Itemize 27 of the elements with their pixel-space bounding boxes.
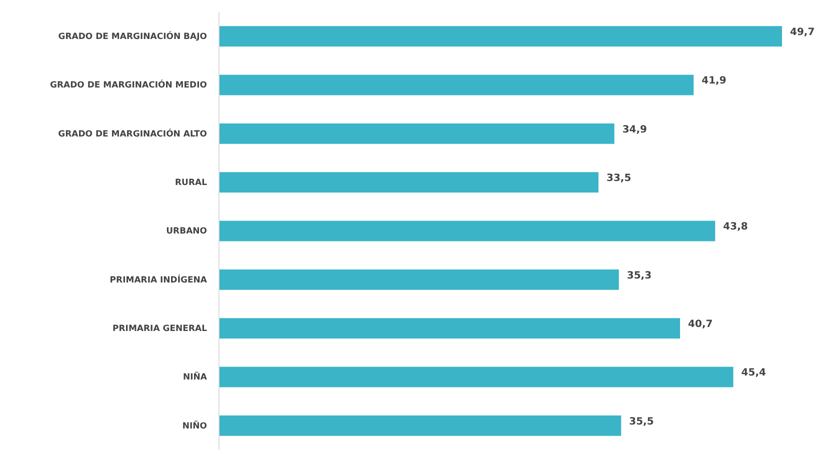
y-tick-label: NIÑO [182, 420, 207, 432]
data-label: 43,8 [723, 222, 748, 233]
y-tick-label: RURAL [175, 178, 208, 188]
bar [219, 172, 598, 193]
bar [219, 220, 716, 242]
data-label: 45,4 [741, 368, 766, 379]
y-tick-label: PRIMARIA INDÍGENA [110, 274, 208, 286]
data-label: 34,9 [622, 124, 648, 136]
y-tick-label: GRADO DE MARGINACIÓN MEDIO [50, 80, 207, 91]
y-tick-label: GRADO DE MARGINACIÓN ALTO [58, 128, 207, 140]
bar [219, 366, 734, 388]
y-tick-label: PRIMARIA GENERAL [112, 324, 208, 334]
bar [219, 26, 782, 47]
data-label: 35,5 [629, 416, 654, 428]
bar [219, 269, 619, 290]
data-label: 35,3 [626, 270, 652, 282]
bar [219, 415, 622, 436]
y-tick-label: URBANO [166, 226, 207, 237]
data-label: 49,7 [790, 27, 815, 38]
data-label: 40,7 [688, 319, 713, 330]
data-label: 33,5 [606, 173, 632, 184]
bar [219, 318, 680, 339]
data-label: 41,9 [702, 76, 726, 87]
bar [219, 123, 614, 144]
y-tick-label: NIÑA [183, 372, 208, 383]
bar [219, 74, 694, 96]
y-tick-label: GRADO DE MARGINACIÓN BAJO [58, 31, 207, 42]
